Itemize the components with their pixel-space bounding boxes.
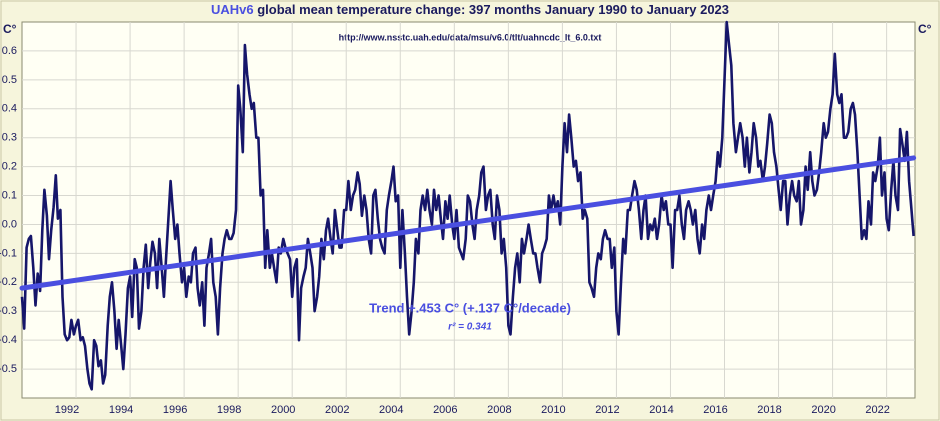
- trend-line: [19, 155, 917, 291]
- y-tick-label: -0.1: [0, 247, 17, 259]
- x-tick-label: 2000: [271, 404, 295, 416]
- y-tick-label: 0.4: [2, 103, 17, 115]
- plot-area: [21, 21, 916, 399]
- y-tick-label: 0.1: [2, 189, 17, 201]
- y-tick-label: -0.4: [0, 334, 17, 346]
- x-tick-label: 1998: [217, 404, 241, 416]
- x-tick-label: 2006: [433, 404, 457, 416]
- trend-annotation: Trend +.453 C° (+.137 C°/decade): [369, 300, 571, 315]
- title-prefix: UAHv6: [211, 2, 254, 17]
- x-tick-label: 2014: [649, 404, 673, 416]
- marks: [19, 20, 917, 391]
- x-tick-label: 2008: [487, 404, 511, 416]
- title-text: global mean temperature change: 397 mont…: [257, 2, 729, 17]
- chart-title: UAHv6 global mean temperature change: 39…: [211, 2, 729, 17]
- grid: [22, 22, 915, 398]
- x-tick-label: 2020: [811, 404, 835, 416]
- y-tick-label: 0.0: [2, 218, 17, 230]
- x-tick-label: 2016: [703, 404, 727, 416]
- y-tick-label: -0.5: [0, 363, 17, 375]
- y-tick-label: 0.5: [2, 74, 17, 86]
- x-tick-label: 1992: [55, 404, 79, 416]
- y-tick-label: 0.6: [2, 45, 17, 57]
- subtitle: http://www.nsstc.uah.edu/data/msu/v6.0/t…: [339, 32, 602, 42]
- y-tick-label: -0.2: [0, 276, 17, 288]
- x-tick-label: 2018: [757, 404, 781, 416]
- x-tick-label: 1994: [109, 404, 133, 416]
- y-tick-label: 0.3: [2, 132, 17, 144]
- y-unit-label-right: C°: [918, 22, 932, 36]
- x-tick-label: 1996: [163, 404, 187, 416]
- x-tick-label: 2010: [541, 404, 565, 416]
- x-tick-label: 2012: [595, 404, 619, 416]
- y-tick-label: 0.2: [2, 161, 17, 173]
- y-unit-label: C°: [3, 22, 17, 36]
- x-tick-label: 2004: [379, 404, 403, 416]
- x-tick-label: 2002: [325, 404, 349, 416]
- x-tick-label: 2022: [865, 404, 889, 416]
- y-tick-label: -0.3: [0, 305, 17, 317]
- temperature-line: [20, 20, 915, 391]
- r2-annotation: r² = 0.341: [448, 322, 492, 333]
